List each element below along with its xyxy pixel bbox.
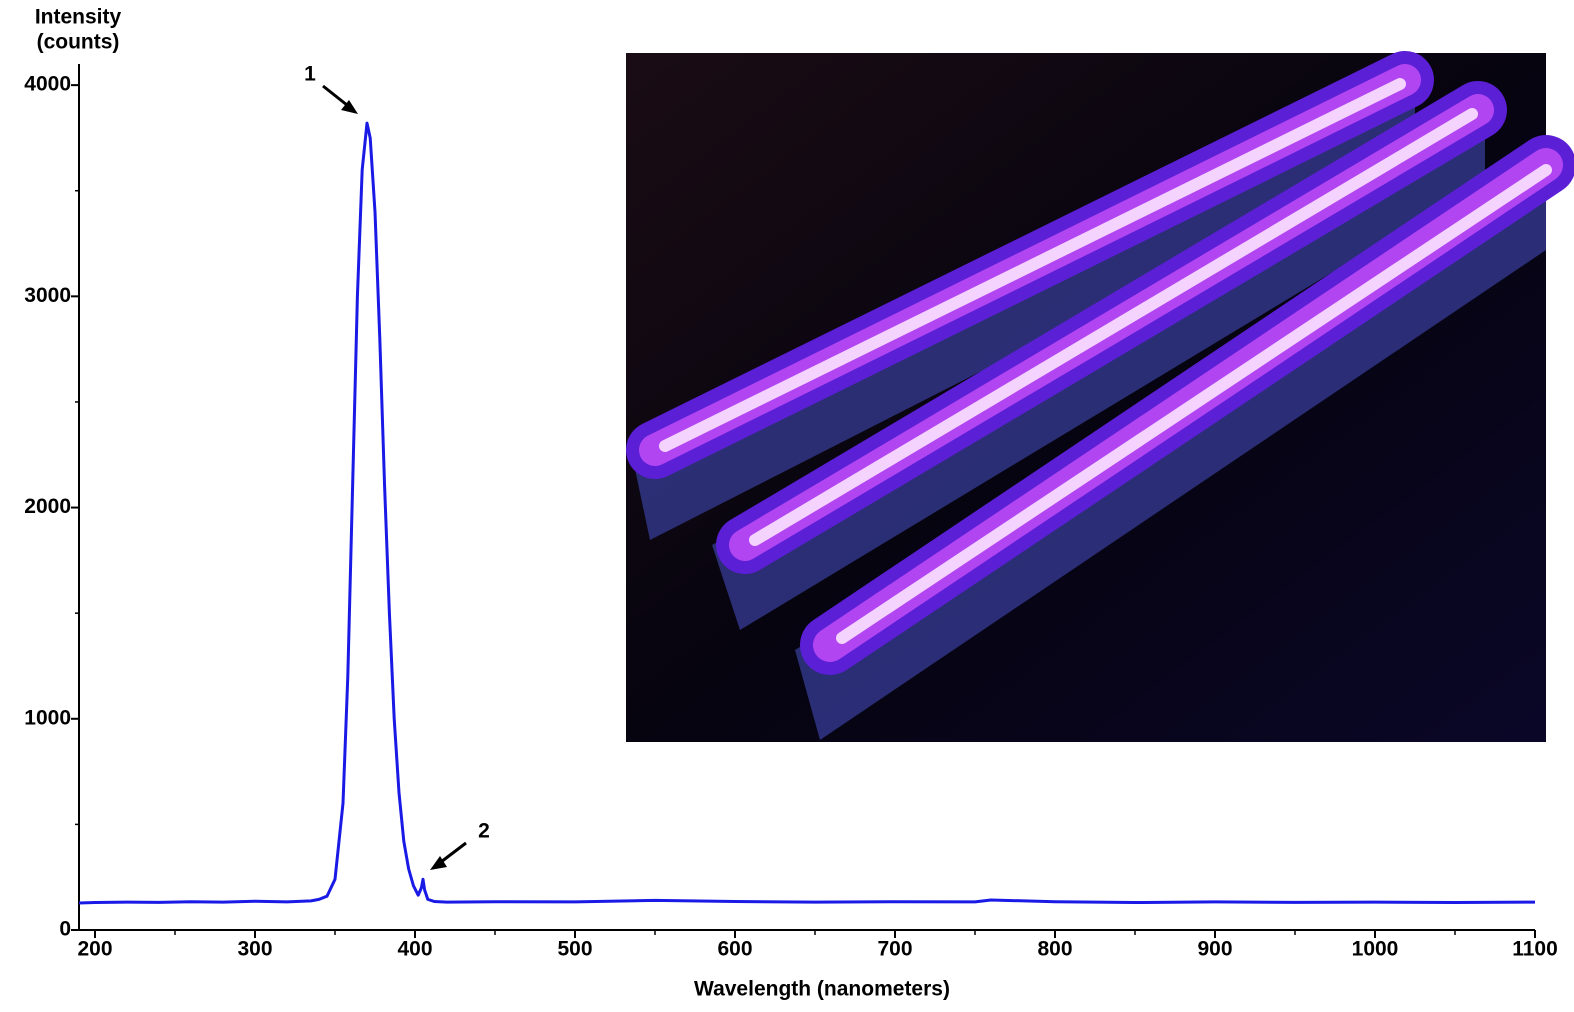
x-tick-label: 900 [1197,938,1232,961]
annotation: 2 [478,820,490,843]
x-tick-label: 300 [237,938,272,961]
tube-core [659,78,1406,452]
x-tick-label: 200 [77,938,112,961]
y-axis-label: (counts) [37,31,120,54]
spectrum-line [78,121,1536,905]
arrowhead [430,856,447,870]
x-tick-label: 1100 [1512,938,1558,961]
uv-tubes [626,51,1574,740]
y-tick-label: 1000 [24,706,71,729]
inset-photo [626,51,1574,742]
x-tick-label: 1000 [1352,938,1399,961]
y-tick-label: 0 [59,918,71,941]
x-tick-label: 800 [1037,938,1072,961]
x-tick-label: 600 [717,938,752,961]
tube-core [749,108,1478,546]
y-axis-label: Intensity [35,6,122,29]
y-tick-label: 3000 [24,284,71,307]
annotation: 1 [304,63,316,86]
x-axis-label: Wavelength (nanometers) [694,978,950,1001]
fixture [632,95,1415,540]
arrowhead [341,100,358,114]
tube-core [836,164,1552,644]
x-tick-label: 400 [397,938,432,961]
x-tick-label: 700 [877,938,912,961]
annotation-arrows [322,84,467,870]
y-tick-label: 2000 [24,495,71,518]
x-tick-label: 500 [557,938,592,961]
y-tick-label: 4000 [24,73,71,96]
